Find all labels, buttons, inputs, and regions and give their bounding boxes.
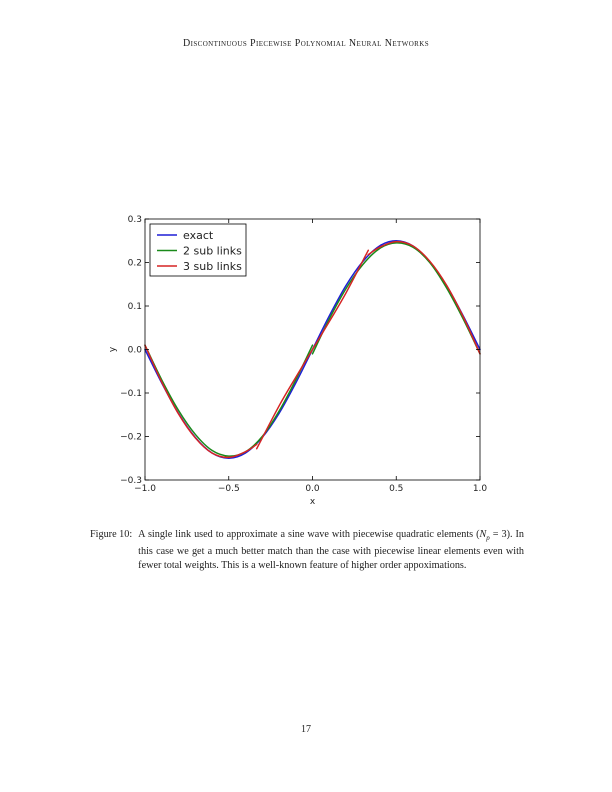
x-tick-label: −1.0	[134, 484, 156, 494]
axis-ticks: −1.0 −0.5 0.0 0.5 1.0 −0.3 −0.2 −0.1 0.0 0.1 0.2 0.…	[120, 215, 487, 494]
caption-math-n: N	[479, 529, 487, 540]
caption-label: Figure 10:	[90, 529, 133, 540]
x-tick-label: 0.0	[305, 484, 320, 494]
series-line-3-sub-links-segment-2	[255, 249, 370, 450]
series-line-3-sub-links-segment-3	[367, 240, 481, 355]
chart-legend: exact 2 sub links 3 sub links	[149, 223, 247, 277]
caption-text-part2: . In this case we get a much better matc…	[138, 529, 524, 571]
caption-text: A single link used to approximate a sine…	[138, 528, 524, 572]
y-tick-label: −0.3	[120, 476, 142, 486]
y-tick-label: −0.2	[120, 433, 142, 443]
series-line-2-sub-links-segment-1	[144, 344, 314, 457]
x-tick-label: −0.5	[218, 484, 240, 494]
y-tick-label: 0.3	[128, 215, 142, 225]
y-axis-label: y	[108, 346, 118, 352]
running-header: Discontinuous Piecewise Polynomial Neura…	[182, 38, 429, 49]
x-tick-label: 1.0	[473, 484, 488, 494]
caption-math-sub: p	[486, 534, 490, 543]
y-tick-label: 0.1	[128, 302, 142, 312]
plot-area	[144, 240, 481, 459]
x-tick-label: 0.5	[389, 484, 403, 494]
series-line-2-sub-links-segment-2	[311, 242, 481, 355]
page-number: 17	[301, 724, 311, 735]
y-tick-label: −0.1	[120, 389, 142, 399]
legend-label: 2 sub links	[183, 245, 242, 258]
caption-math-rest: = 3)	[489, 529, 510, 540]
series-line-3-sub-links-segment-1	[144, 344, 258, 459]
legend-label: exact	[183, 229, 214, 242]
x-axis-label: x	[310, 497, 316, 507]
legend-label: 3 sub links	[183, 260, 242, 273]
y-tick-label: 0.0	[128, 346, 143, 356]
y-tick-label: 0.2	[128, 259, 142, 269]
caption-text-part1: A single link used to approximate a sine…	[138, 529, 480, 540]
figure-caption: Figure 10: A single link used to approxi…	[90, 528, 524, 572]
